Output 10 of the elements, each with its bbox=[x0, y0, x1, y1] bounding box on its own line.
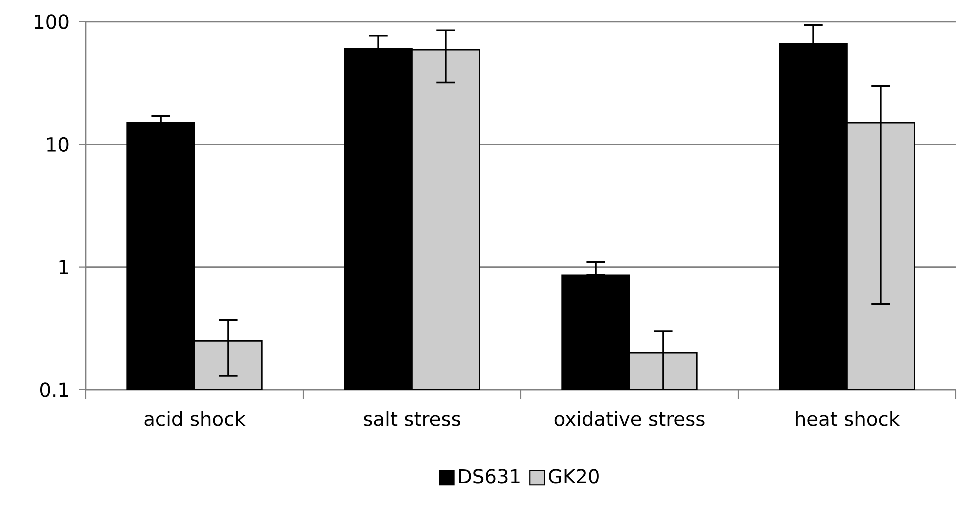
y-tick-label: 10 bbox=[47, 137, 69, 152]
legend-label: GK20 bbox=[549, 469, 599, 484]
legend-label: DS631 bbox=[459, 469, 520, 484]
x-tick-label: heat shock bbox=[796, 411, 900, 426]
y-tick-label: 0.1 bbox=[40, 382, 68, 398]
x-tick-label: oxidative stress bbox=[554, 411, 705, 426]
y-tick-label: 100 bbox=[35, 14, 69, 30]
y-tick-label: 1 bbox=[60, 260, 68, 274]
x-tick-label: acid shock bbox=[144, 411, 246, 426]
x-tick-label: salt stress bbox=[364, 411, 460, 426]
